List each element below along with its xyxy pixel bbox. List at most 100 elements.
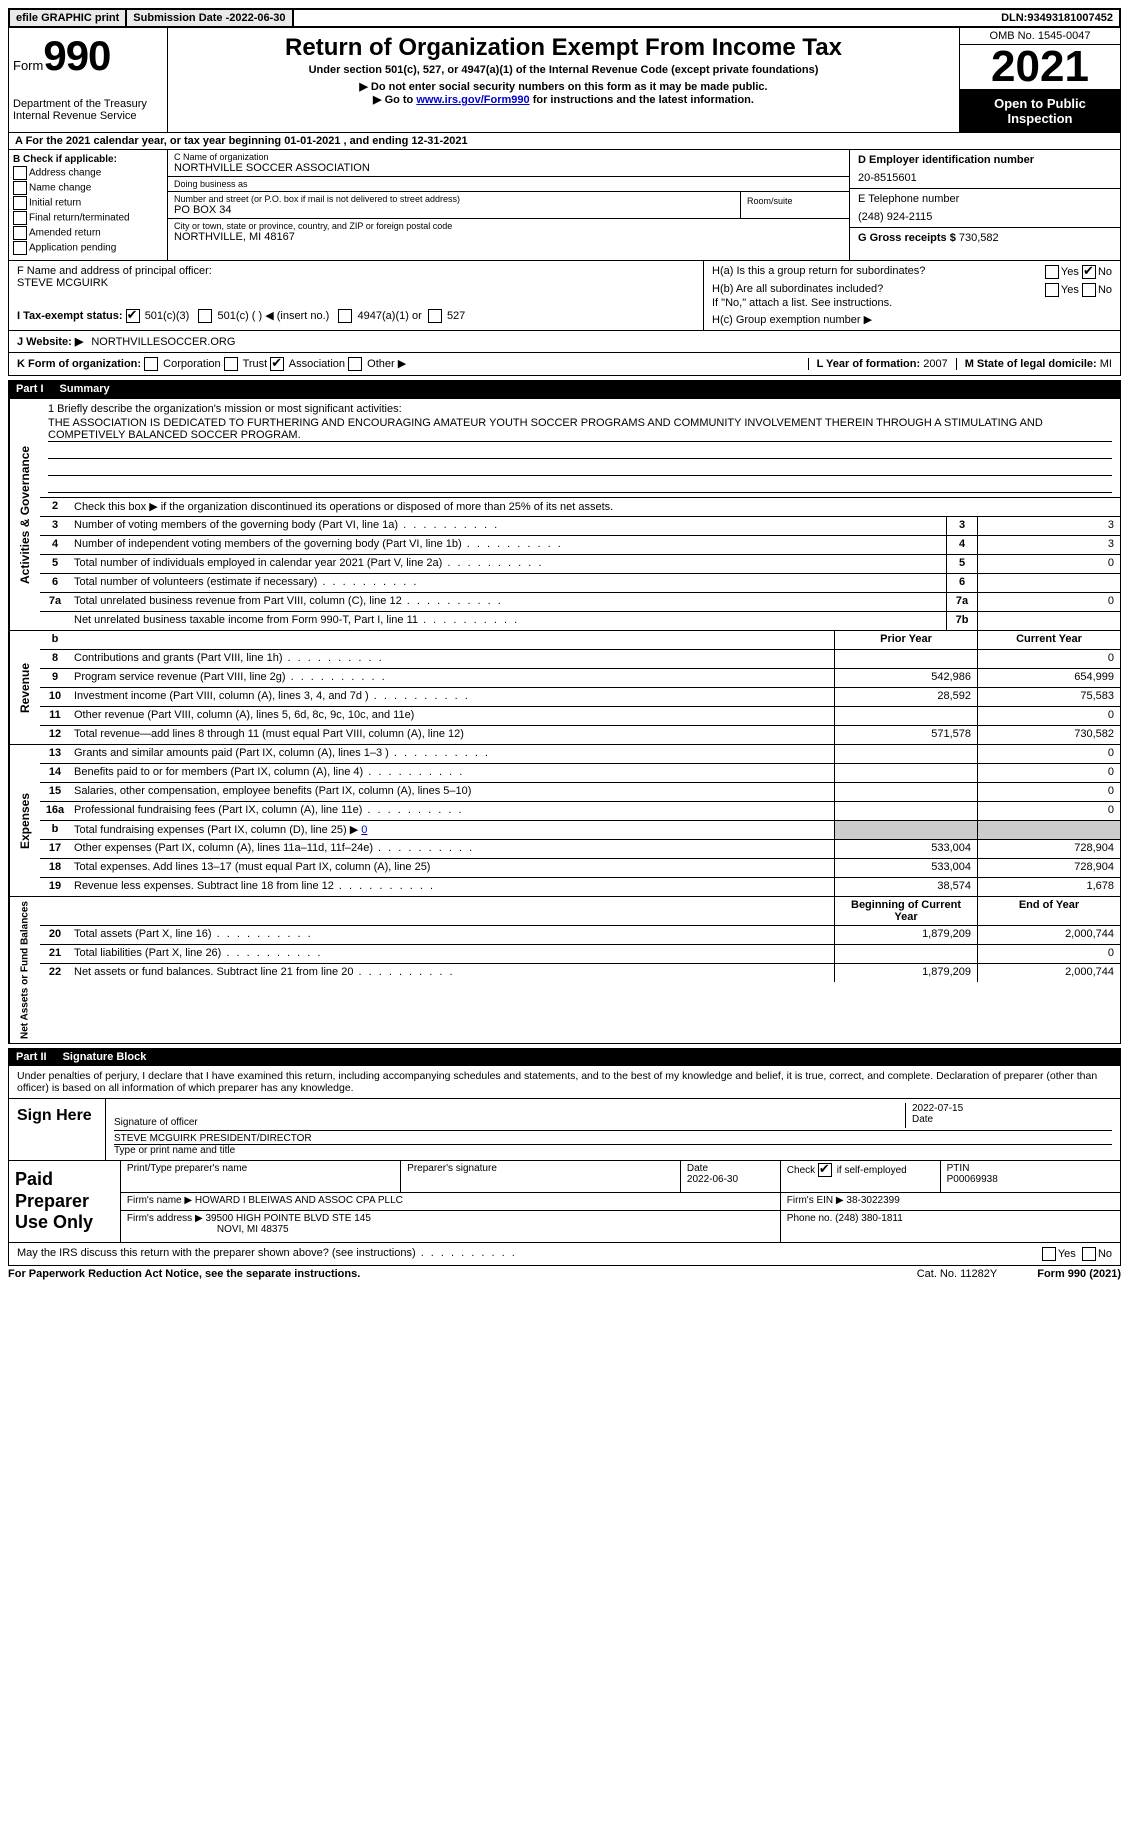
- hc-exemption: H(c) Group exemption number ▶: [712, 313, 1112, 326]
- discuss-yes[interactable]: [1042, 1247, 1056, 1261]
- org-name-label: C Name of organization: [174, 152, 843, 162]
- form-header: Form990 Department of the Treasury Inter…: [8, 28, 1121, 133]
- line15-current: 0: [977, 783, 1120, 801]
- street-value: PO BOX 34: [174, 204, 734, 216]
- check-initial-return[interactable]: Initial return: [13, 196, 163, 210]
- state-domicile: M State of legal domicile: MI: [956, 358, 1112, 370]
- efile-print-button[interactable]: efile GRAPHIC print: [10, 10, 127, 26]
- opt-corp: Corporation: [163, 358, 220, 370]
- form-number: 990: [43, 32, 110, 79]
- check-amended-return[interactable]: Amended return: [13, 226, 163, 240]
- discuss-no[interactable]: [1082, 1247, 1096, 1261]
- submission-date: Submission Date - 2022-06-30: [127, 10, 293, 26]
- irs-link[interactable]: www.irs.gov/Form990: [416, 94, 529, 106]
- check-501c[interactable]: [198, 309, 212, 323]
- line9-desc: Program service revenue (Part VIII, line…: [70, 669, 834, 687]
- tax-exempt-label: I Tax-exempt status:: [17, 310, 123, 322]
- check-assoc[interactable]: [270, 357, 284, 371]
- line18-current: 728,904: [977, 859, 1120, 877]
- form-of-org: K Form of organization: Corporation Trus…: [17, 357, 406, 371]
- group-return-block: H(a) Is this a group return for subordin…: [704, 261, 1120, 330]
- open-inspection: Open to Public Inspection: [960, 90, 1120, 132]
- line7a-val: 0: [977, 593, 1120, 611]
- phone-label: E Telephone number: [858, 193, 1112, 205]
- firm-name-value: HOWARD I BLEIWAS AND ASSOC CPA PLLC: [195, 1195, 403, 1206]
- hb-yes-lbl: Yes: [1061, 284, 1079, 296]
- ha-no[interactable]: [1082, 265, 1096, 279]
- part1-num: Part I: [16, 383, 44, 395]
- form-title: Return of Organization Exempt From Incom…: [176, 34, 951, 62]
- summary-revenue: Revenue bPrior YearCurrent Year 8Contrib…: [8, 631, 1121, 745]
- line14-current: 0: [977, 764, 1120, 782]
- check-527[interactable]: [428, 309, 442, 323]
- prep-date-value: 2022-06-30: [687, 1174, 738, 1185]
- line12-prior: 571,578: [834, 726, 977, 744]
- hb-no-lbl: No: [1098, 284, 1112, 296]
- hb-yes[interactable]: [1045, 283, 1059, 297]
- part1-title: Summary: [60, 383, 110, 395]
- check-self-employed[interactable]: [818, 1163, 832, 1177]
- sig-date-label: Date: [912, 1114, 1112, 1125]
- prep-date-label: Date: [687, 1163, 708, 1174]
- form-subtitle: Under section 501(c), 527, or 4947(a)(1)…: [176, 64, 951, 76]
- line16a-current: 0: [977, 802, 1120, 820]
- line7b-val: [977, 612, 1120, 630]
- col-c-org-info: C Name of organization NORTHVILLE SOCCER…: [168, 150, 850, 260]
- check-address-change[interactable]: Address change: [13, 166, 163, 180]
- part2-header: Part II Signature Block: [8, 1048, 1121, 1066]
- k-row: K Form of organization: Corporation Trus…: [8, 353, 1121, 376]
- line16b-current: [977, 821, 1120, 839]
- form-label: Form: [13, 58, 43, 73]
- firm-name-label: Firm's name ▶: [127, 1195, 192, 1206]
- opt-501c3: 501(c)(3): [145, 310, 190, 322]
- ha-yes[interactable]: [1045, 265, 1059, 279]
- principal-officer: F Name and address of principal officer:…: [9, 261, 704, 330]
- check-corp[interactable]: [144, 357, 158, 371]
- paperwork-notice: For Paperwork Reduction Act Notice, see …: [8, 1268, 877, 1280]
- summary-netassets: Net Assets or Fund Balances Beginning of…: [8, 897, 1121, 1044]
- ein-label: D Employer identification number: [858, 154, 1112, 166]
- line10-current: 75,583: [977, 688, 1120, 706]
- ptin-value: P00069938: [947, 1174, 998, 1185]
- line4-desc: Number of independent voting members of …: [70, 536, 946, 554]
- dln-label: DLN:: [1001, 12, 1027, 24]
- line10-prior: 28,592: [834, 688, 977, 706]
- check-final-return[interactable]: Final return/terminated: [13, 211, 163, 225]
- check-4947[interactable]: [338, 309, 352, 323]
- row-f-h: F Name and address of principal officer:…: [8, 261, 1121, 331]
- line21-desc: Total liabilities (Part X, line 26): [70, 945, 834, 963]
- check-application-pending[interactable]: Application pending: [13, 241, 163, 255]
- line16b-link[interactable]: 0: [361, 824, 367, 836]
- line22-begin: 1,879,209: [834, 964, 977, 982]
- line16a-desc: Professional fundraising fees (Part IX, …: [70, 802, 834, 820]
- line16a-prior: [834, 802, 977, 820]
- line8-desc: Contributions and grants (Part VIII, lin…: [70, 650, 834, 668]
- check-other[interactable]: [348, 357, 362, 371]
- line20-desc: Total assets (Part X, line 16): [70, 926, 834, 944]
- ha-yes-lbl: Yes: [1061, 266, 1079, 278]
- line3-val: 3: [977, 517, 1120, 535]
- line19-desc: Revenue less expenses. Subtract line 18 …: [70, 878, 834, 896]
- firm-phone-label: Phone no.: [787, 1213, 835, 1224]
- dept-treasury: Department of the Treasury: [13, 98, 163, 110]
- header-left: Form990 Department of the Treasury Inter…: [9, 28, 168, 132]
- opt-527: 527: [447, 310, 465, 322]
- side-expenses: Expenses: [9, 745, 40, 896]
- check-501c3[interactable]: [126, 309, 140, 323]
- discuss-question: May the IRS discuss this return with the…: [17, 1247, 517, 1261]
- line21-begin: [834, 945, 977, 963]
- line6-val: [977, 574, 1120, 592]
- line9-current: 654,999: [977, 669, 1120, 687]
- firm-city-value: NOVI, MI 48375: [217, 1224, 289, 1235]
- line17-desc: Other expenses (Part IX, column (A), lin…: [70, 840, 834, 858]
- line22-end: 2,000,744: [977, 964, 1120, 982]
- line11-current: 0: [977, 707, 1120, 725]
- summary-governance: Activities & Governance 1 Briefly descri…: [8, 398, 1121, 631]
- col-end-year: End of Year: [977, 897, 1120, 925]
- line6-desc: Total number of volunteers (estimate if …: [70, 574, 946, 592]
- hb-no[interactable]: [1082, 283, 1096, 297]
- check-name-change[interactable]: Name change: [13, 181, 163, 195]
- line15-desc: Salaries, other compensation, employee b…: [70, 783, 834, 801]
- check-trust[interactable]: [224, 357, 238, 371]
- opt-assoc: Association: [289, 358, 345, 370]
